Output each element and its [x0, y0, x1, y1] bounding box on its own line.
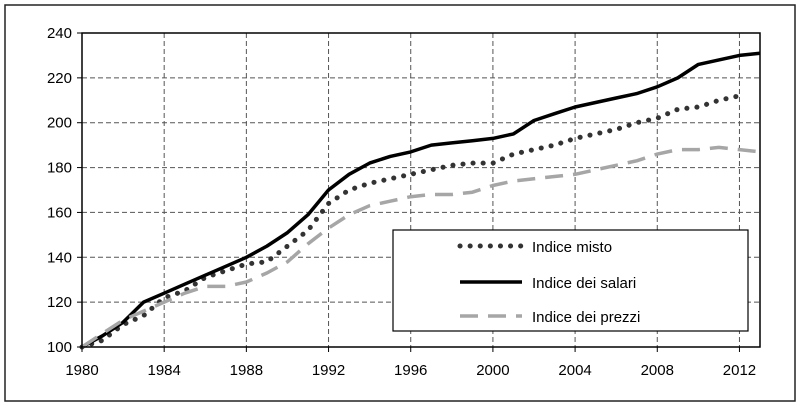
x-tick-label: 1988: [230, 362, 263, 379]
outer-frame: [4, 4, 796, 402]
x-tick-label: 2012: [723, 362, 756, 379]
legend-box: [392, 229, 749, 332]
series-line-indice-misto: [79, 93, 742, 350]
y-axis-ticks: 100 120 140 160 180 200 220 240: [47, 25, 82, 356]
x-tick-label: 1996: [394, 362, 427, 379]
legend-label-indice-misto: Indice misto: [532, 239, 612, 256]
series-line-indice-dei-prezzi: [81, 145, 761, 349]
series-line-indice-dei-salari: [81, 51, 761, 349]
x-tick-label: 1980: [65, 362, 98, 379]
x-axis-ticks: 1980 1984 1988 1992 1996 2000 2004 2008 2012: [65, 347, 756, 379]
legend-label-indice-dei-prezzi: Indice dei prezzi: [532, 309, 640, 326]
y-tick-label: 180: [47, 160, 72, 177]
x-tick-label: 2004: [558, 362, 591, 379]
x-tick-label: 1984: [147, 362, 180, 379]
legend: Indice misto Indice dei salari Indice de…: [392, 229, 749, 332]
x-tick-label: 2000: [476, 362, 509, 379]
y-tick-label: 140: [47, 249, 72, 266]
y-tick-label: 240: [47, 25, 72, 42]
y-tick-label: 160: [47, 204, 72, 221]
legend-label-indice-dei-salari: Indice dei salari: [532, 275, 636, 292]
y-tick-label: 100: [47, 339, 72, 356]
series-lines: [79, 51, 761, 350]
y-tick-label: 120: [47, 294, 72, 311]
y-tick-label: 220: [47, 70, 72, 87]
x-tick-label: 2008: [641, 362, 674, 379]
y-tick-label: 200: [47, 115, 72, 132]
x-tick-label: 1992: [312, 362, 345, 379]
plot-area-border: [81, 32, 761, 348]
